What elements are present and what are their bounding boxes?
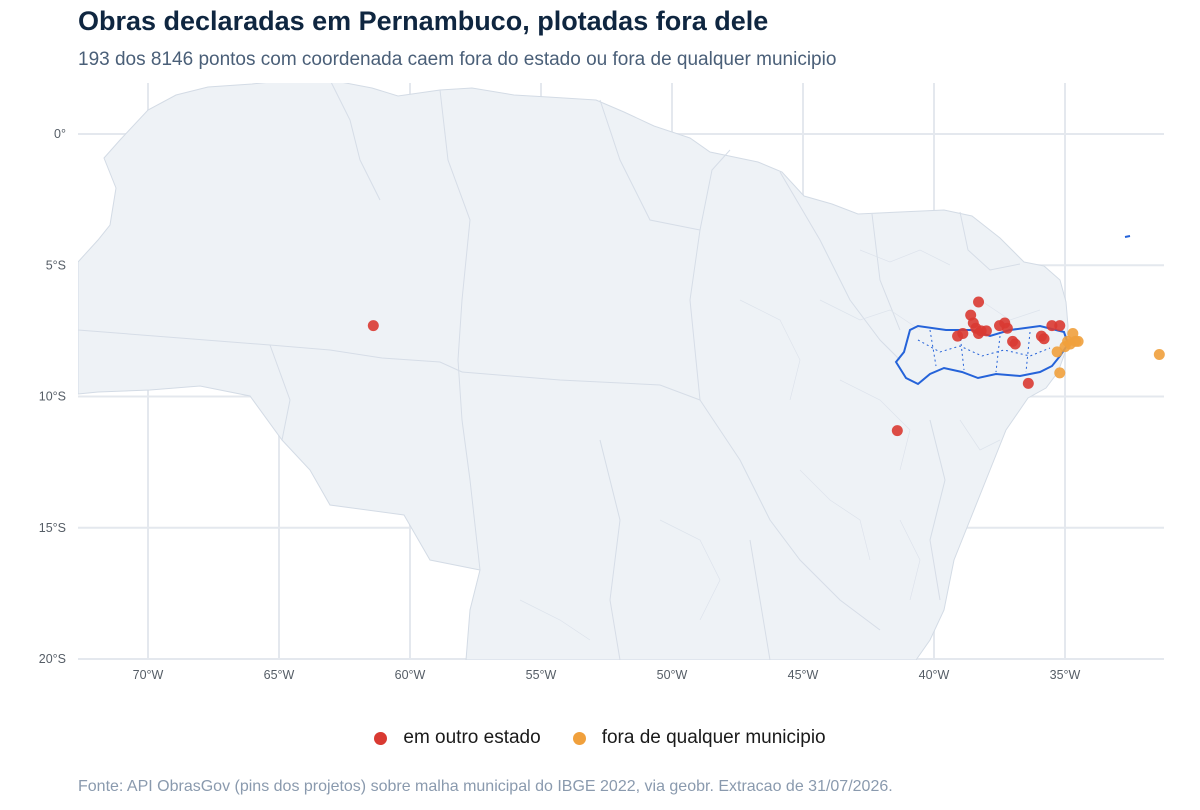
land-area <box>78 83 1069 660</box>
point-outro-estado <box>1022 377 1034 389</box>
x-tick-label: 40°W <box>919 668 950 682</box>
legend-label: fora de qualquer municipio <box>601 727 826 748</box>
chart-subtitle: 193 dos 8146 pontos com coordenada caem … <box>78 49 837 70</box>
x-tick-label: 55°W <box>526 668 557 682</box>
point-outro-estado <box>952 330 964 342</box>
point-outro-estado <box>973 296 985 308</box>
legend-item: fora de qualquer municipio <box>572 727 826 749</box>
x-tick-label: 50°W <box>657 668 688 682</box>
state-borders <box>78 83 1021 660</box>
point-outro-estado <box>1009 338 1021 350</box>
y-tick-label: 0° <box>54 127 66 141</box>
basemap <box>78 83 1131 660</box>
point-outro-estado <box>1035 330 1047 342</box>
point-fora-municipio <box>1054 367 1066 379</box>
point-fora-municipio <box>1051 346 1063 358</box>
legend-dot-icon <box>374 731 388 745</box>
point-outro-estado <box>1046 320 1058 332</box>
data-points <box>367 296 1165 437</box>
x-axis-ticks: 70°W 65°W 60°W 55°W 50°W 45°W 40°W 35°W <box>133 668 1081 682</box>
point-outro-estado <box>973 328 985 339</box>
y-tick-label: 15°S <box>39 521 66 535</box>
y-tick-label: 5°S <box>46 258 66 272</box>
point-fora-municipio <box>1072 335 1084 347</box>
fernando-de-noronha <box>1124 235 1131 238</box>
y-tick-label: 10°S <box>39 390 66 404</box>
y-tick-label: 20°S <box>39 652 66 666</box>
x-tick-label: 45°W <box>788 668 819 682</box>
legend: em outro estado fora de qualquer municipi… <box>0 727 1200 749</box>
x-tick-label: 35°W <box>1050 668 1081 682</box>
source-caption: Fonte: API ObrasGov (pins dos projetos) … <box>78 778 893 795</box>
point-outro-estado <box>1054 320 1066 332</box>
legend-dot-icon <box>572 731 586 745</box>
pernambuco-inner-borders <box>917 329 1051 373</box>
point-outro-estado <box>1001 322 1013 334</box>
legend-item: em outro estado <box>374 727 541 749</box>
point-fora-municipio <box>1153 349 1165 360</box>
chart-title: Obras declaradas em Pernambuco, plotadas… <box>78 6 769 36</box>
point-outro-estado <box>367 320 379 332</box>
x-tick-label: 65°W <box>264 668 295 682</box>
y-axis-ticks: 0° 5°S 10°S 15°S 20°S <box>39 127 66 666</box>
municipal-borders <box>519 249 1041 641</box>
x-tick-label: 60°W <box>395 668 426 682</box>
x-tick-label: 70°W <box>133 668 164 682</box>
point-outro-estado <box>891 425 903 437</box>
legend-label: em outro estado <box>403 727 541 748</box>
